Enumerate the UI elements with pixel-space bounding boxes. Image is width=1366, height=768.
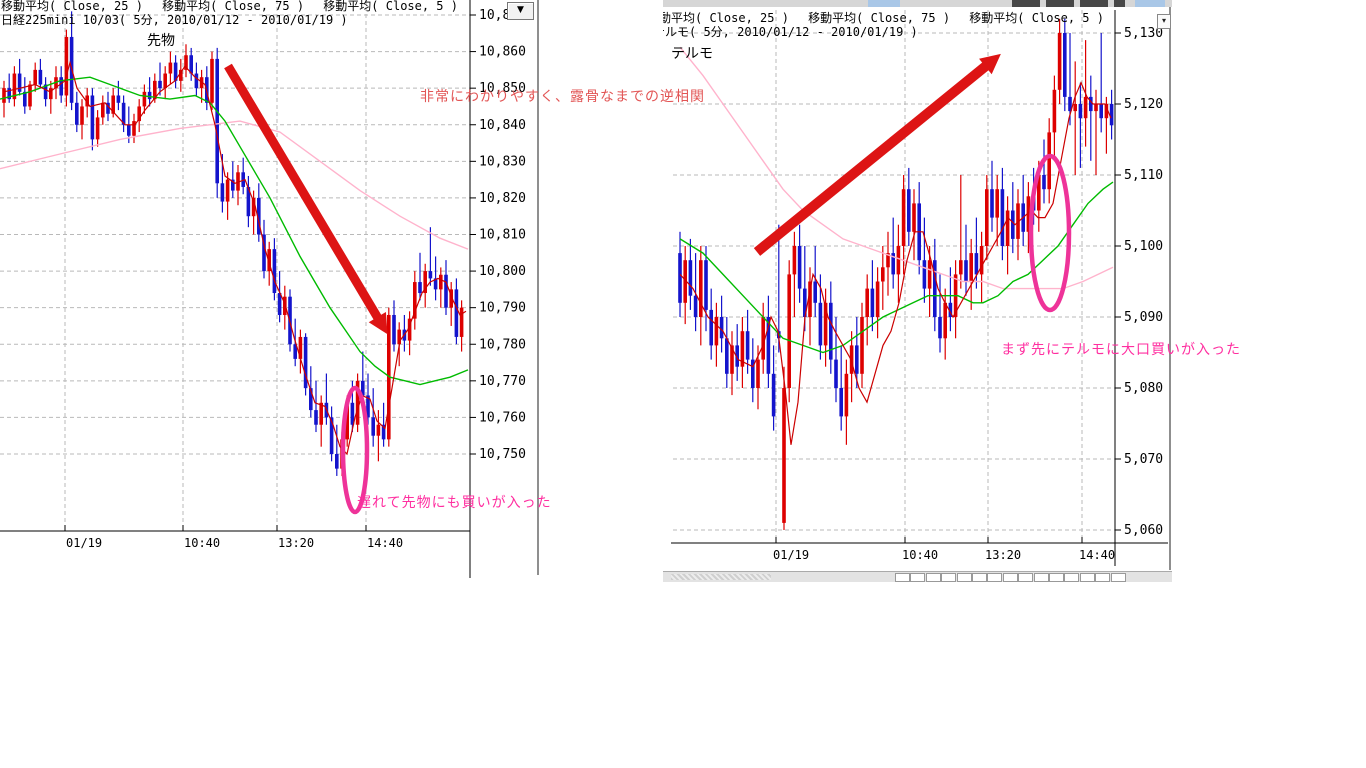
- annotation-futures-late-buy: 遅れて先物にも買いが入った: [357, 495, 552, 511]
- left-moving-averages: [0, 60, 469, 456]
- nikkei-indicator-legend: 移動平均( Close, 25 ) 移動平均( Close, 75 ) 移動平均…: [1, 0, 458, 13]
- strip-cell: [1095, 573, 1111, 582]
- strip-cell: [987, 573, 1003, 582]
- nikkei-chart-window: 10,870 10,860 10,850 10,840 10,830 10,820 10,8…: [0, 0, 545, 585]
- right-highlight-ellipse: [1028, 153, 1072, 313]
- terumo-window-right-edge: [1169, 7, 1171, 570]
- strip-segment: [1080, 0, 1108, 7]
- terumo-corner-button[interactable]: ▾: [1157, 14, 1171, 29]
- terumo-chart-window: 5,130 5,120 5,110 5,100 5,090 5,080 5,070 5,060…: [663, 0, 1172, 585]
- right-ma-line: [679, 46, 1114, 290]
- strip-cell: [972, 573, 987, 582]
- right-x-tick-label: 13:20: [985, 548, 1021, 562]
- right-moving-averages: [679, 46, 1114, 445]
- nikkei-chart-title: 日経225mini 10/03( 5分, 2010/01/12 - 2010/0…: [1, 13, 348, 27]
- left-x-tick-label: 13:20: [278, 536, 314, 550]
- left-x-tick-label: 01/19: [66, 536, 102, 550]
- strip-segment: [1046, 0, 1074, 7]
- chevron-down-icon: ▾: [1161, 16, 1166, 25]
- background-window-bottom-strip: [663, 571, 1172, 582]
- right-x-tick-label: 14:40: [1079, 548, 1115, 562]
- right-trend-arrow: [753, 58, 994, 256]
- terumo-indicator-legend: 移動平均( Close, 25 ) 移動平均( Close, 75 ) 移動平均…: [663, 11, 1104, 25]
- annotation-terumo-first-buy: まず先にテルモに大口買いが入った: [1001, 342, 1241, 358]
- left-hand-drawn-annotations: [224, 63, 388, 515]
- right-trend-arrowhead: [979, 53, 1001, 75]
- left-y-tick-label: 10,840: [479, 118, 526, 133]
- right-x-tick-label: 01/19: [773, 548, 809, 562]
- left-trend-arrowhead: [368, 311, 388, 335]
- terumo-instrument-label: テルモ: [671, 46, 713, 62]
- strip-cell: [1064, 573, 1080, 582]
- strip-hatch-texture: [671, 574, 771, 580]
- right-y-tick-label: 5,090: [1124, 310, 1163, 325]
- strip-cell: [956, 573, 972, 582]
- left-y-tick-label: 10,790: [479, 301, 526, 316]
- left-ma-line: [0, 120, 469, 250]
- right-ma-line: [679, 81, 1112, 445]
- strip-segment: [1114, 0, 1125, 7]
- nikkei-instrument-label: 先物: [147, 33, 175, 49]
- strip-cell: [1002, 573, 1018, 582]
- annotation-inverse-correlation: 非常にわかりやすく、露骨なまでの逆相関: [420, 89, 705, 105]
- chevron-down-icon: ▼: [517, 5, 524, 15]
- left-x-tick-label: 10:40: [184, 536, 220, 550]
- left-y-tick-label: 10,770: [479, 374, 526, 389]
- left-ma-line: [0, 76, 469, 386]
- strip-cell: [1018, 573, 1034, 582]
- right-hand-drawn-annotations: [753, 53, 1072, 313]
- right-candles: [678, 18, 1114, 530]
- nikkei-dropdown-button[interactable]: ▼: [507, 2, 534, 20]
- nikkei-window-right-edge: [537, 0, 539, 575]
- left-ma-line: [3, 60, 467, 456]
- left-y-tick-label: 10,810: [479, 228, 526, 243]
- right-y-tick-label: 5,100: [1124, 239, 1163, 254]
- strip-cell: [1079, 573, 1095, 582]
- right-axes: 5,130 5,120 5,110 5,100 5,090 5,080 5,070 5,060…: [671, 10, 1168, 566]
- left-x-tick-label: 14:40: [367, 536, 403, 550]
- right-y-tick-label: 5,080: [1124, 381, 1163, 396]
- strip-segment: [1012, 0, 1040, 7]
- strip-cell: [1110, 573, 1126, 582]
- right-y-tick-label: 5,130: [1124, 26, 1163, 41]
- left-y-tick-label: 10,800: [479, 264, 526, 279]
- right-y-tick-label: 5,070: [1124, 452, 1163, 467]
- terumo-candlestick-chart: 5,130 5,120 5,110 5,100 5,090 5,080 5,070 5,060…: [663, 10, 1168, 566]
- strip-cell: [941, 573, 957, 582]
- strip-segment: [868, 0, 900, 7]
- left-y-tick-label: 10,760: [479, 410, 526, 425]
- right-y-tick-label: 5,110: [1124, 168, 1163, 183]
- left-trend-arrow: [224, 63, 385, 326]
- terumo-chart-title: テルモ( 5分, 2010/01/12 - 2010/01/19 ): [663, 25, 918, 39]
- strip-cell: [895, 573, 910, 582]
- strip-cell: [1049, 573, 1064, 582]
- background-window-top-strip: [663, 0, 1172, 7]
- left-y-tick-label: 10,750: [479, 447, 526, 462]
- right-y-tick-label: 5,060: [1124, 523, 1163, 538]
- strip-cell: [925, 573, 941, 582]
- left-y-tick-label: 10,830: [479, 154, 526, 169]
- right-y-tick-label: 5,120: [1124, 97, 1163, 112]
- left-highlight-ellipse: [340, 385, 370, 515]
- strip-cell: [910, 573, 926, 582]
- left-y-tick-label: 10,850: [479, 81, 526, 96]
- strip-cell: [1033, 573, 1049, 582]
- right-grid: [673, 10, 1115, 543]
- left-y-tick-label: 10,780: [479, 337, 526, 352]
- left-y-tick-label: 10,820: [479, 191, 526, 206]
- right-x-tick-label: 10:40: [902, 548, 938, 562]
- strip-segment: [1135, 0, 1165, 7]
- right-ma-line: [679, 181, 1114, 354]
- left-y-tick-label: 10,860: [479, 45, 526, 60]
